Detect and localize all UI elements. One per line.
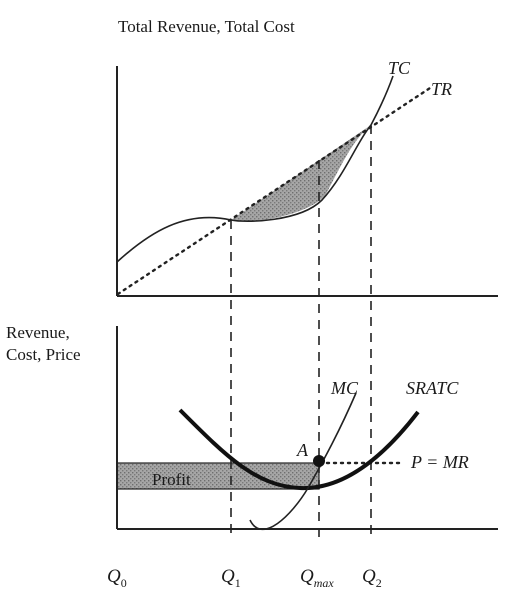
top-y-axis-label: Total Revenue, Total Cost xyxy=(118,17,295,36)
q2-label: Q2 xyxy=(362,566,382,590)
qmax-label: Qmax xyxy=(300,566,334,590)
q0-label: Q0 xyxy=(107,566,127,590)
tc-label: TC xyxy=(388,58,411,78)
point-a xyxy=(313,455,325,467)
sratc-label: SRATC xyxy=(406,378,459,398)
mr-label: P = MR xyxy=(410,452,469,472)
point-a-label: A xyxy=(296,440,309,460)
mc-curve xyxy=(250,393,356,529)
q1-label: Q1 xyxy=(221,566,241,590)
mc-label: MC xyxy=(330,378,359,398)
bottom-y-axis-label-line1: Revenue, xyxy=(6,323,70,342)
bottom-y-axis-label-line2: Cost, Price xyxy=(6,345,81,364)
profit-label: Profit xyxy=(152,470,191,489)
tc-curve xyxy=(117,76,393,262)
tr-label: TR xyxy=(431,79,452,99)
